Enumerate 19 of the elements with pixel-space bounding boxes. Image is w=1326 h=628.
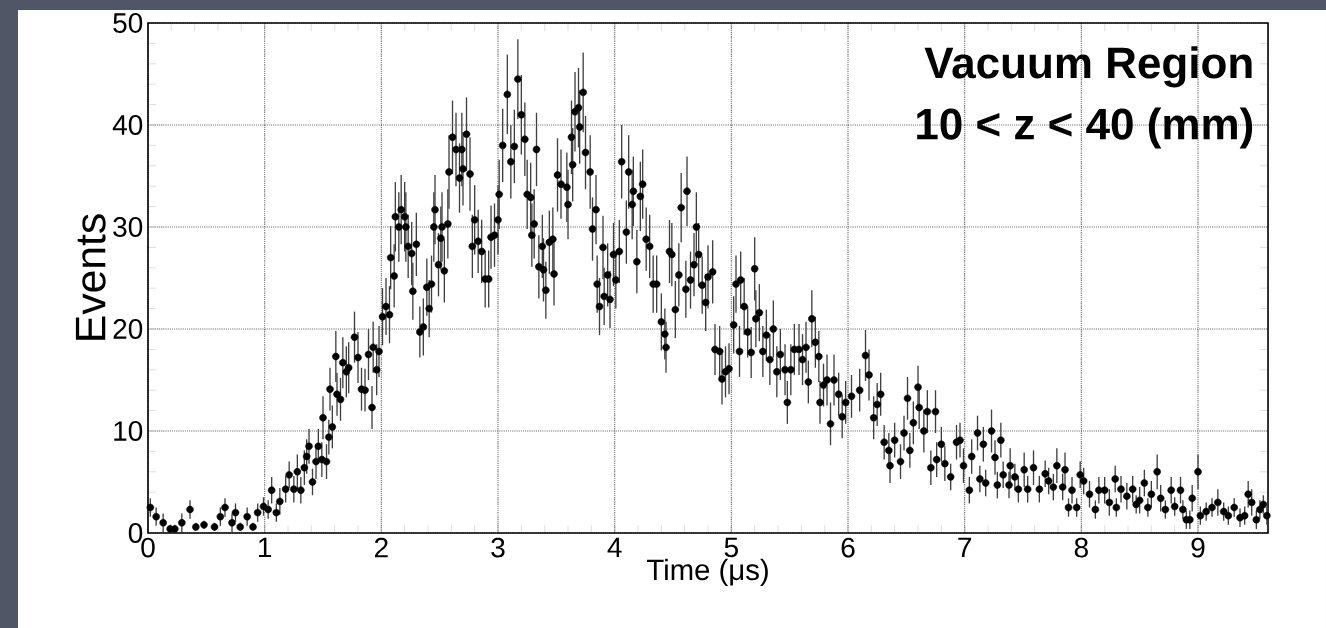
y-tick-label: 50 bbox=[113, 13, 143, 33]
x-axis-title: Time (μs) bbox=[647, 558, 768, 587]
annotation: Vacuum Region bbox=[924, 46, 1252, 88]
x-tick-label: 9 bbox=[1191, 537, 1205, 558]
x-tick-label: 3 bbox=[491, 537, 505, 558]
y-tick-label: 10 bbox=[114, 421, 143, 441]
y-tick-label: 30 bbox=[113, 217, 143, 237]
y-axis-title: Events bbox=[75, 214, 106, 340]
y-tick-label: 20 bbox=[113, 319, 143, 339]
y-tick-label: 0 bbox=[128, 523, 143, 543]
x-tick-label: 7 bbox=[958, 537, 972, 557]
x-tick-label: 5 bbox=[724, 537, 738, 558]
y-tick-label: 40 bbox=[112, 115, 143, 135]
annotation: 10 < z < 40 (mm) bbox=[917, 107, 1253, 149]
x-tick-label: 2 bbox=[374, 537, 388, 558]
x-tick-label: 6 bbox=[841, 537, 855, 558]
x-tick-label: 8 bbox=[1074, 537, 1088, 558]
x-tick-label: 1 bbox=[259, 537, 272, 557]
x-tick-label: 4 bbox=[607, 537, 622, 557]
